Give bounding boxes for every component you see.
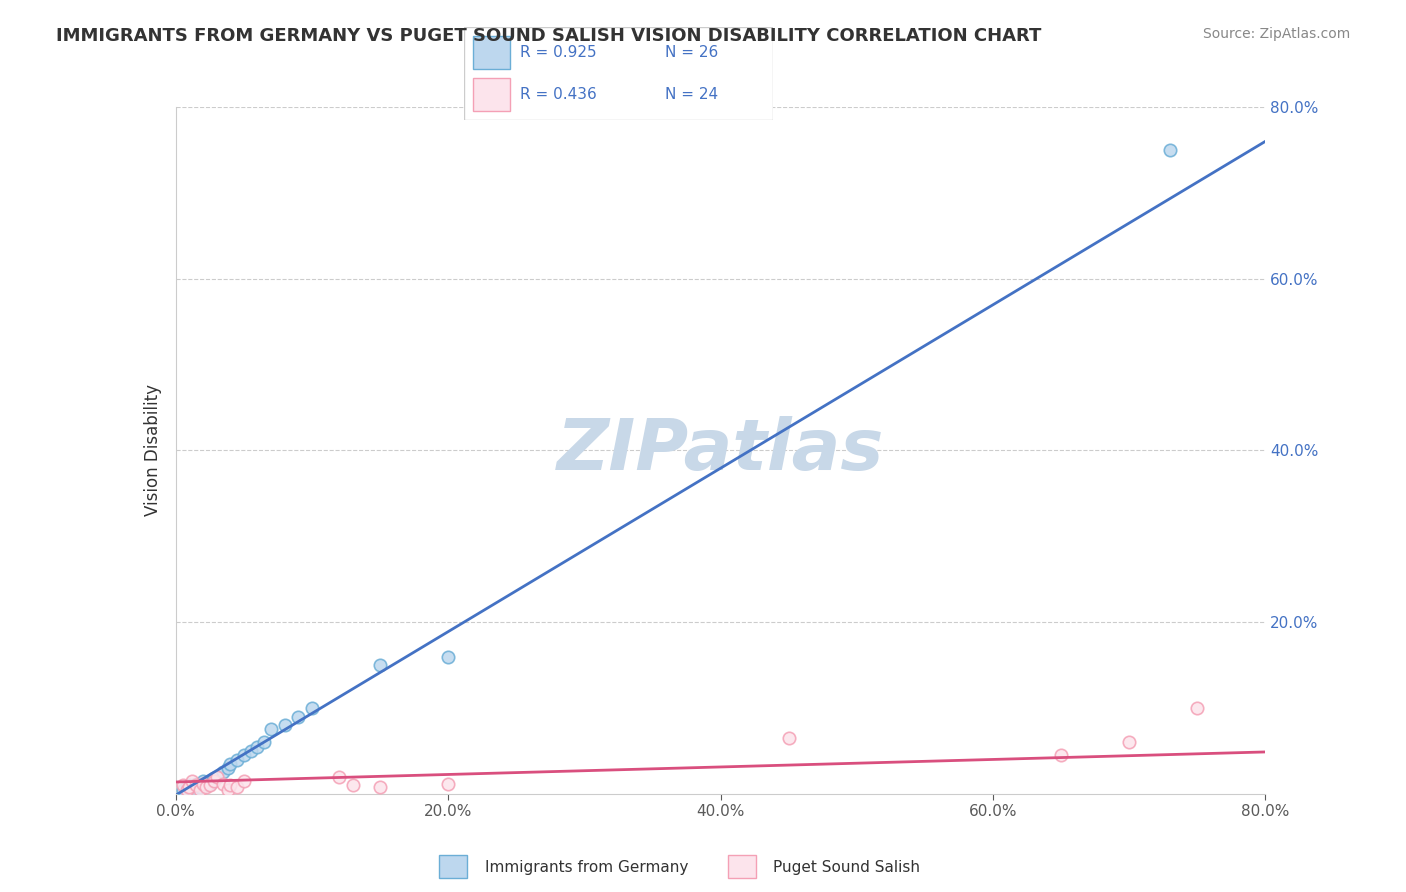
Point (194, 780, 217, 794)
Text: N = 24: N = 24 (665, 87, 718, 103)
Point (212, 776, 235, 790)
Point (368, 780, 391, 794)
Point (239, 744, 262, 758)
Y-axis label: Vision Disability: Vision Disability (143, 384, 162, 516)
Point (202, 772, 225, 786)
Bar (474, 36, 510, 69)
Point (172, 782, 194, 797)
Point (1050, 748, 1073, 763)
Point (179, 780, 201, 794)
Point (172, 778, 194, 792)
Point (219, 778, 242, 792)
Point (191, 774, 214, 789)
Point (202, 774, 225, 789)
Point (198, 776, 221, 790)
Point (198, 778, 221, 792)
Point (368, 658, 391, 673)
Point (188, 780, 211, 794)
Point (188, 782, 211, 797)
Point (194, 778, 217, 792)
Point (301, 701, 323, 715)
Bar (474, 78, 510, 111)
Point (179, 778, 201, 792)
Point (219, 756, 242, 771)
Point (217, 782, 239, 797)
Text: IMMIGRANTS FROM GERMANY VS PUGET SOUND SALISH VISION DISABILITY CORRELATION CHAR: IMMIGRANTS FROM GERMANY VS PUGET SOUND S… (56, 27, 1042, 45)
Point (342, 778, 364, 792)
Point (260, 723, 283, 737)
Point (246, 739, 269, 754)
Point (253, 735, 276, 749)
Point (181, 782, 204, 797)
Point (274, 718, 297, 732)
Point (226, 753, 249, 767)
Point (226, 780, 249, 794)
Point (176, 782, 198, 797)
Point (437, 649, 460, 664)
Point (181, 774, 204, 789)
Point (1118, 735, 1140, 749)
Text: Source: ZipAtlas.com: Source: ZipAtlas.com (1202, 27, 1350, 41)
Text: ZIPatlas: ZIPatlas (557, 416, 884, 485)
Point (287, 709, 309, 723)
Point (205, 770, 228, 784)
Bar (728, 855, 756, 879)
Point (217, 761, 239, 775)
Point (186, 776, 208, 790)
Point (205, 770, 228, 784)
Text: R = 0.925: R = 0.925 (520, 45, 596, 60)
Point (1187, 701, 1209, 715)
Point (778, 731, 800, 745)
Text: Immigrants from Germany: Immigrants from Germany (485, 860, 689, 874)
Point (328, 770, 350, 784)
Bar (439, 855, 467, 879)
Point (186, 778, 208, 792)
Point (191, 776, 214, 790)
Point (212, 765, 235, 780)
Text: Puget Sound Salish: Puget Sound Salish (773, 860, 921, 874)
Point (232, 774, 254, 789)
Point (437, 776, 460, 790)
Point (232, 748, 254, 763)
Text: N = 26: N = 26 (665, 45, 718, 60)
Text: R = 0.436: R = 0.436 (520, 87, 596, 103)
Point (176, 780, 198, 794)
Point (1159, 143, 1181, 157)
